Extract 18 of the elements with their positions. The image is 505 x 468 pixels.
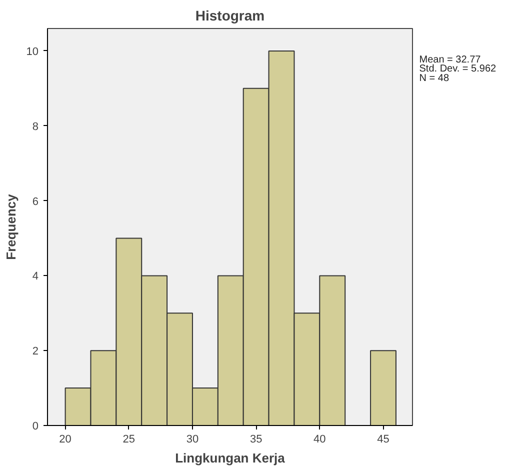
text: Mean = 32.77 [419,54,482,66]
y-tick-label: 6 [32,196,39,208]
x-tick-label: 45 [377,434,390,446]
x-tick-label: 20 [59,434,72,446]
text: Std. Dev. = 5.962 [419,64,497,75]
chart-title: Histogram [195,8,265,24]
x-tick-label: 40 [314,434,326,446]
y-axis-title: Frequency [3,193,18,260]
x-axis-title: Lingkungan Kerja [175,450,286,466]
x-tick-label: 25 [122,434,136,446]
y-tick-label: 2 [32,346,39,358]
x-tick-label: 30 [186,434,199,446]
y-tick-label: 8 [32,120,39,133]
text: N = 48 [419,72,450,84]
y-tick-label: 0 [32,420,39,432]
y-tick-label: 10 [26,46,39,58]
y-tick-label: 4 [32,270,39,283]
x-tick-label: 35 [250,434,262,446]
